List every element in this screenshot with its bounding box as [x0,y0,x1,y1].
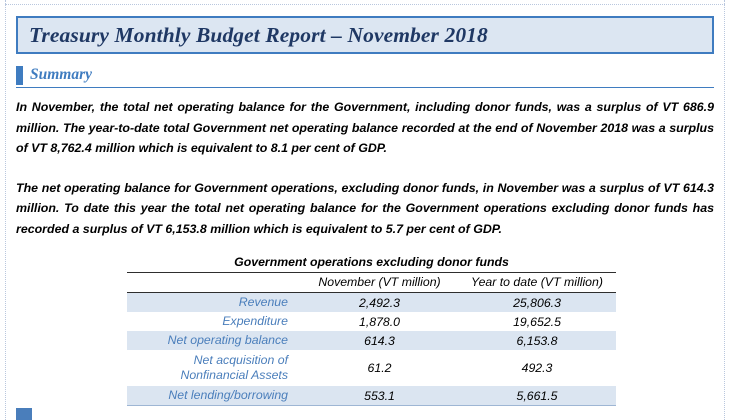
row-value-ytd: 19,652.5 [458,312,617,331]
row-label: Revenue [127,292,301,312]
page-title: Treasury Monthly Budget Report – Novembe… [29,22,488,47]
document-content: Treasury Monthly Budget Report – Novembe… [16,0,716,406]
left-margin-guide [5,0,6,420]
summary-paragraph-2: The net operating balance for Government… [16,180,714,236]
row-value-nov: 61.2 [301,350,458,386]
section-heading-label: Summary [30,66,93,83]
table-row: Net acquisition of Nonfinancial Assets 6… [127,350,617,386]
table-bottom-rule [127,405,616,406]
budget-table-wrapper: Government operations excluding donor fu… [127,255,617,406]
row-label: Net lending/borrowing [127,386,301,405]
row-value-ytd: 492.3 [458,350,617,386]
table-caption-row: Government operations excluding donor fu… [127,255,617,273]
right-margin-guide [724,0,725,420]
table-row: Expenditure 1,878.0 19,652.5 [127,312,617,331]
row-value-nov: 2,492.3 [301,292,458,312]
table-caption: Government operations excluding donor fu… [127,255,617,273]
table-row: Net lending/borrowing 553.1 5,661.5 [127,386,617,405]
row-value-nov: 614.3 [301,331,458,350]
column-header-year-to-date: Year to date (VT million) [458,272,617,293]
row-value-nov: 1,878.0 [301,312,458,331]
document-title-banner: Treasury Monthly Budget Report – Novembe… [16,16,714,54]
table-header-row: November (VT million) Year to date (VT m… [127,272,617,293]
row-label: Expenditure [127,312,301,331]
summary-paragraph-1: In November, the total net operating bal… [16,100,714,155]
section-accent-bar [16,66,23,85]
next-section-accent-bar [16,408,32,420]
table-row: Revenue 2,492.3 25,806.3 [127,292,617,312]
column-header-november: November (VT million) [301,272,458,293]
row-value-nov: 553.1 [301,386,458,405]
section-heading-summary: Summary [16,66,714,88]
budget-table: Government operations excluding donor fu… [127,255,617,405]
row-value-ytd: 6,153.8 [458,331,617,350]
row-label: Net acquisition of Nonfinancial Assets [127,350,301,386]
row-value-ytd: 25,806.3 [458,292,617,312]
table-row: Net operating balance 614.3 6,153.8 [127,331,617,350]
column-header-label [127,272,301,293]
row-label: Net operating balance [127,331,301,350]
row-value-ytd: 5,661.5 [458,386,617,405]
